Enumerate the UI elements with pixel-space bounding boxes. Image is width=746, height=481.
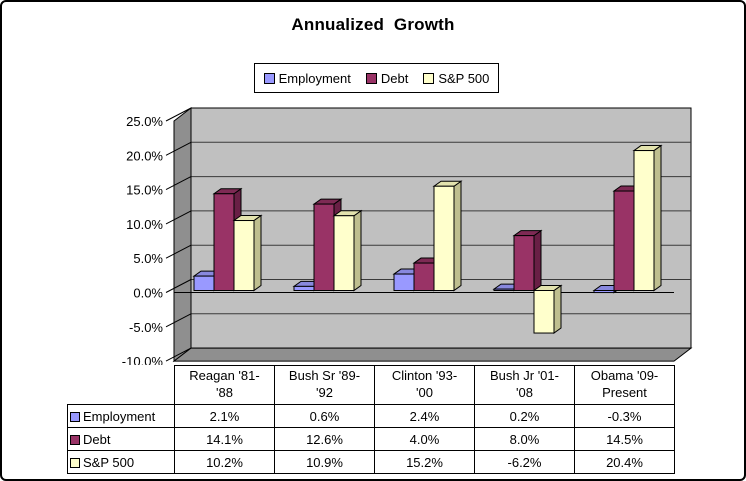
legend-item-employment: Employment [263,70,351,86]
table-value-cell: 14.1% [174,427,275,451]
table-value-cell: 12.6% [274,427,375,451]
y-axis-label: 0.0% [133,286,163,301]
bar-sp500-0-side [253,214,262,292]
table-row-swatch [70,434,80,445]
bar-debt-0-front [213,193,235,291]
bar-debt-2-front [413,262,435,291]
chart-floor [172,347,693,362]
y-axis-label: 15.0% [126,183,163,198]
table-header-row: Reagan '81- '88 Bush Sr '89- '92 Clinton '… [68,365,675,405]
y-axis-tick [165,347,192,362]
table-value-cell: 4.0% [374,427,475,451]
table-blank-cell [68,366,175,405]
y-axis-tick [165,279,192,293]
table-value-cell: 20.4% [574,450,675,474]
bar-sp500-1-side [353,209,362,292]
side-wall [173,106,192,363]
legend-label-sp500: S&P 500 [438,70,490,86]
table-value-cell: 14.5% [574,427,675,451]
table-row-debt: Debt 14.1% 12.6% 4.0% 8.0% 14.5% [67,427,675,451]
bar-sp500-0-front [233,220,255,291]
bar-sp500-2-front [433,185,455,291]
legend-label-employment: Employment [278,70,351,86]
table-value-cell: -0.3% [574,404,675,428]
table-value-cell: 15.2% [374,450,475,474]
table-value-cell: 2.4% [374,404,475,428]
table-value-cell: 2.1% [174,404,275,428]
y-axis-label: 5.0% [133,251,163,266]
bar-employment-1-front [293,285,315,292]
y-axis-tick [165,176,192,191]
legend: Employment Debt S&P 500 [254,63,499,93]
legend-item-sp500: S&P 500 [423,71,489,86]
table-category-header-1: Bush Sr '89- '92 [274,365,375,405]
y-axis-label: 20.0% [126,148,163,163]
y-axis-tick [165,141,192,156]
table-value-cell: 0.6% [274,404,375,428]
y-axis-tick [165,107,192,122]
bar-debt-3-front [513,235,535,291]
bar-debt-1-front [313,203,335,291]
table-category-header-3: Bush Jr '01- '08 [474,365,575,405]
bar-sp500-3-front [533,290,555,334]
y-axis-label: -5.0% [129,320,163,335]
table-row-employment: Employment 2.1% 0.6% 2.4% 0.2% -0.3% [67,404,675,428]
table-value-cell: 8.0% [474,427,575,451]
legend-swatch-sp500 [423,72,435,84]
legend-item-debt: Debt [365,70,409,86]
legend-label-debt: Debt [380,70,409,86]
bar-sp500-4-front [633,150,655,291]
table-category-header-0: Reagan '81- '88 [174,365,275,405]
data-table: Reagan '81- '88 Bush Sr '89- '92 Clinton '… [67,365,675,474]
legend-swatch-employment [263,72,275,84]
table-row-label: S&P 500 [67,450,175,474]
bar-employment-2-front [393,273,415,292]
table-row-label: Employment [67,404,175,428]
chart-title: Annualized Growth [291,15,455,34]
table-row-sp500: S&P 500 10.2% 10.9% 15.2% -6.2% 20.4% [67,450,675,474]
bar-sp500-4-side [653,144,662,292]
y-axis-tick [165,210,192,225]
table-row-swatch [70,457,80,468]
legend-swatch-debt [365,72,377,84]
table-value-cell: -6.2% [474,450,575,474]
table-value-cell: 0.2% [474,404,575,428]
bar-employment-3-front [493,288,515,291]
table-category-header-4: Obama '09- Present [574,365,675,405]
bar-sp500-1-front [333,215,355,291]
bar-debt-3-side [533,229,542,292]
y-axis-label: 25.0% [126,114,163,129]
y-axis-tick [165,244,192,259]
y-axis-tick [165,313,192,328]
bar-sp500-2-side [453,180,462,292]
y-axis-label: 10.0% [126,217,163,232]
bar-employment-0-front [193,275,215,291]
table-category-header-2: Clinton '93- '00 [374,365,475,405]
table-value-cell: 10.2% [174,450,275,474]
bar-debt-4-front [613,190,635,291]
table-value-cell: 10.9% [274,450,375,474]
table-row-swatch [70,411,80,422]
table-row-label: Debt [67,427,175,451]
bar-sp500-3-side [553,284,562,335]
bar-employment-4-front [593,290,615,294]
